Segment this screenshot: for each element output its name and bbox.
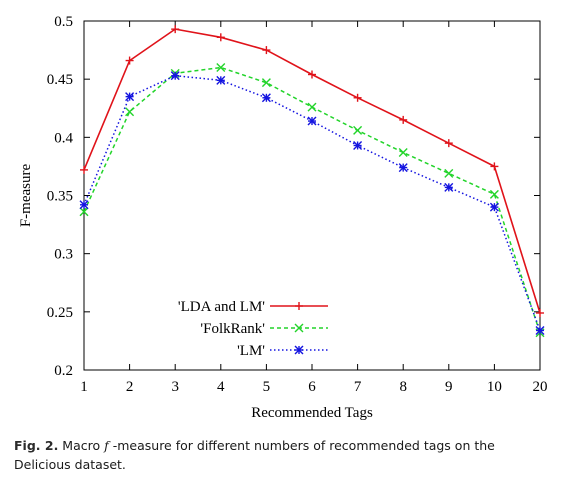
data-point-marker: [125, 92, 135, 102]
data-point-marker: [444, 182, 454, 192]
x-tick-label: 4: [217, 379, 225, 395]
legend-label: 'FolkRank': [200, 321, 265, 337]
y-tick-label: 0.5: [54, 14, 73, 30]
caption-text-after: -measure for different numbers of recomm…: [14, 438, 495, 472]
y-axis-ticks: 0.2 0.25 0.3 0.35 0.4 0.45 0.5: [47, 14, 540, 379]
series-1: [79, 63, 545, 338]
data-point-marker: [170, 71, 180, 81]
x-tick-label: 7: [354, 379, 362, 395]
x-tick-label: 20: [533, 379, 548, 395]
figure-caption: Fig. 2. Macro f -measure for different n…: [14, 436, 554, 474]
x-tick-label: 6: [308, 379, 316, 395]
data-point-marker: [307, 116, 317, 126]
legend: 'LDA and LM' 'FolkRank' 'LM': [178, 299, 328, 359]
caption-text-before: Macro: [58, 438, 105, 453]
data-point-marker: [353, 125, 363, 135]
data-point-marker: [261, 93, 271, 103]
data-point-marker: [216, 75, 226, 85]
y-tick-label: 0.4: [54, 130, 73, 146]
data-point-marker: [398, 163, 408, 173]
x-tick-label: 5: [263, 379, 271, 395]
data-point-marker: [489, 202, 499, 212]
x-tick-label: 3: [171, 379, 179, 395]
legend-label: 'LM': [237, 343, 265, 359]
series-layer: [79, 25, 545, 338]
data-point-marker: [489, 189, 499, 199]
data-point-marker: [535, 325, 545, 335]
legend-marker: [294, 345, 304, 355]
x-tick-label: 10: [487, 379, 502, 395]
data-point-marker: [398, 147, 408, 157]
y-axis-title: F-measure: [18, 164, 34, 228]
data-point-marker: [79, 207, 89, 217]
y-tick-label: 0.3: [54, 247, 73, 263]
line-chart: 0.2 0.25 0.3 0.35 0.4 0.45 0.5 1 2 3 4 5 6 7 8 9 10 20 '…: [18, 14, 548, 421]
x-tick-label: 1: [80, 379, 88, 395]
x-axis-title: Recommended Tags: [251, 405, 373, 421]
data-point-marker: [307, 102, 317, 112]
data-point-marker: [125, 107, 135, 117]
y-tick-label: 0.2: [54, 363, 73, 379]
x-tick-label: 8: [399, 379, 407, 395]
legend-marker: [294, 323, 304, 333]
data-point-marker: [353, 140, 363, 150]
data-point-marker: [216, 63, 226, 73]
x-tick-label: 2: [126, 379, 134, 395]
series-2: [79, 71, 545, 335]
y-tick-label: 0.35: [47, 189, 73, 205]
figure-label: Fig. 2.: [14, 438, 59, 453]
x-tick-label: 9: [445, 379, 453, 395]
x-axis-ticks: 1 2 3 4 5 6 7 8 9 10 20: [80, 21, 548, 395]
y-tick-label: 0.45: [47, 72, 73, 88]
series-0: [80, 25, 544, 317]
caption-variable: f: [104, 438, 109, 453]
data-point-marker: [261, 78, 271, 88]
series-line: [83, 74, 541, 331]
data-point-marker: [79, 200, 89, 210]
legend-label: 'LDA and LM': [178, 299, 265, 315]
y-tick-label: 0.25: [47, 305, 73, 321]
data-point-marker: [444, 168, 454, 178]
